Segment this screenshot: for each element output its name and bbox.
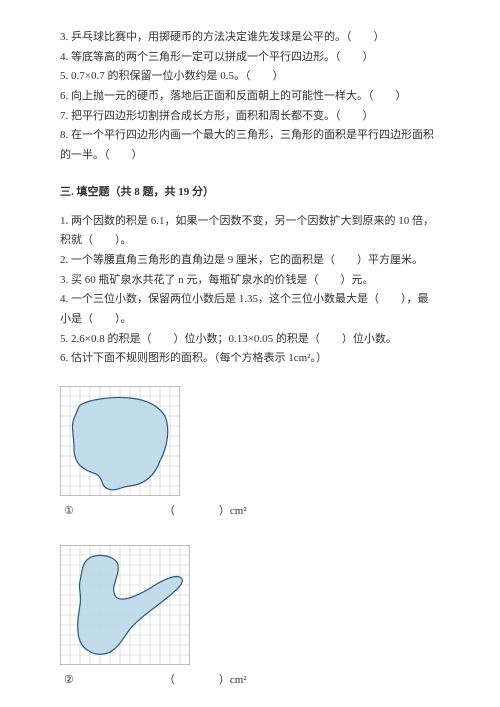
judge-q7: 7. 把平行四边形切割拼合成长方形，面积和周长都不变。（ ） xyxy=(60,107,445,126)
figure-1-label: ① xyxy=(64,502,74,521)
fill-q4-line2: 小是（ ）。 xyxy=(60,310,445,329)
judge-q8-line1: 8. 在一个平行四边形内画一个最大的三角形，三角形的面积是平行四边形面积 xyxy=(60,126,445,145)
judge-q6: 6. 向上抛一元的硬币，落地后正面和反面朝上的可能性一样大。（ ） xyxy=(60,87,445,106)
judge-q5: 5. 0.7×0.7 的积保留一位小数约是 0.5。（ ） xyxy=(60,67,445,86)
figure-1-grid xyxy=(60,386,180,496)
figure-1-block: ① （ ）cm² xyxy=(60,386,445,521)
judge-q3: 3. 乒乓球比赛中，用掷硬币的方法决定谁先发球是公平的。（ ） xyxy=(60,28,445,47)
fill-q6: 6. 估计下面不规则图形的面积。（每个方格表示 1cm²。） xyxy=(60,349,445,368)
figure-2-label: ② xyxy=(64,671,74,690)
judge-q4: 4. 等底等高的两个三角形一定可以拼成一个平行四边形。（ ） xyxy=(60,48,445,67)
figure-2-blank: （ ）cm² xyxy=(164,671,247,690)
figure-1-blank: （ ）cm² xyxy=(164,502,247,521)
fill-q2: 2. 一个等腰直角三角形的直角边是 9 厘米，它的面积是（ ）平方厘米。 xyxy=(60,251,445,270)
fill-q3: 3. 买 60 瓶矿泉水共花了 n 元，每瓶矿泉水的价钱是（ ）元。 xyxy=(60,271,445,290)
figure-2-block: ② （ ）cm² xyxy=(60,545,445,690)
section-3-title: 三. 填空题（共 8 题，共 19 分） xyxy=(60,183,445,202)
figure-2-grid xyxy=(60,545,190,665)
fill-q1-line1: 1. 两个因数的积是 6.1，如果一个因数不变，另一个因数扩大到原来的 10 倍… xyxy=(60,212,445,231)
judge-q8-line2: 的一半。（ ） xyxy=(60,146,445,165)
fill-q1-line2: 积就（ ）。 xyxy=(60,231,445,250)
fill-q4-line1: 4. 一个三位小数，保留两位小数后是 1.35，这个三位小数最大是（ ），最 xyxy=(60,290,445,309)
fill-q5: 5. 2.6×0.8 的积是（ ）位小数；0.13×0.05 的积是（ ）位小数… xyxy=(60,330,445,349)
